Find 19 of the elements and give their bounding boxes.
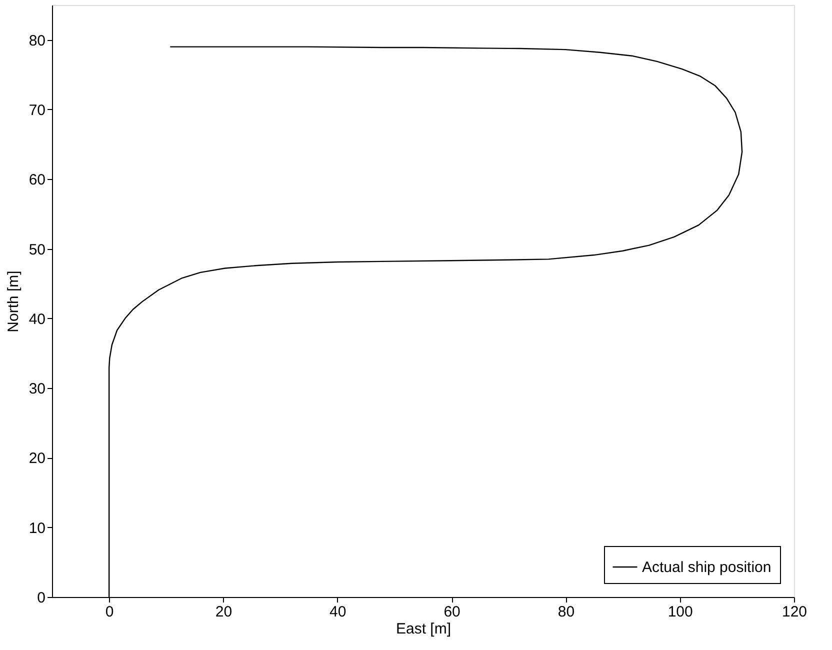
y-tick-label: 0 [37, 590, 46, 606]
y-tick-label: 50 [28, 241, 46, 258]
x-tick-label: 40 [330, 604, 346, 620]
legend-label: Actual ship position [642, 559, 772, 576]
y-tick-label: 70 [28, 102, 46, 119]
y-tick-label: 80 [28, 32, 46, 50]
x-tick-label: 60 [444, 604, 460, 620]
x-tick-label: 100 [668, 604, 693, 620]
x-tick-label: 120 [782, 604, 808, 620]
x-axis-title: East [m] [396, 620, 452, 638]
y-axis-title: North [m] [4, 270, 22, 332]
y-tick-label: 10 [28, 520, 46, 537]
y-tick-label: 40 [28, 310, 46, 328]
x-tick-label: 0 [105, 604, 114, 620]
x-tick-label: 20 [215, 604, 232, 620]
x-tick-label: 80 [558, 604, 575, 620]
y-tick-label: 60 [28, 172, 46, 189]
y-tick-label: 20 [28, 450, 46, 468]
y-tick-label: 30 [28, 380, 46, 398]
